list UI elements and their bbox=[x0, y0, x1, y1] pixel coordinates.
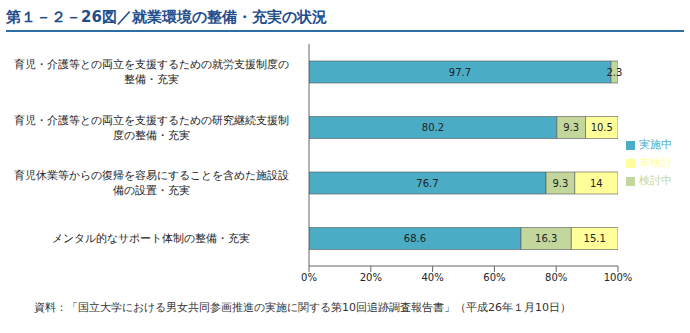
svg-text:68.6: 68.6 bbox=[404, 233, 426, 244]
svg-text:育児・介護等との両立を支援するための就労支援制度の: 育児・介護等との両立を支援するための就労支援制度の bbox=[14, 58, 289, 71]
svg-text:80%: 80% bbox=[545, 272, 567, 283]
svg-text:整備・充実: 整備・充実 bbox=[124, 73, 179, 86]
svg-text:16.3: 16.3 bbox=[535, 233, 557, 244]
html-text:第１－２－26図／就業環境の整備・充実の状況: 第１－２－26図／就業環境の整備・充実の状況 bbox=[6, 8, 327, 26]
svg-text:20%: 20% bbox=[360, 272, 382, 283]
svg-text:9.3: 9.3 bbox=[552, 178, 568, 189]
svg-text:100%: 100% bbox=[604, 272, 633, 283]
svg-text:度の整備・充実: 度の整備・充実 bbox=[113, 129, 190, 142]
html-text:資料：「国立大学における男女共同参画推進の実施に関する第10: 資料：「国立大学における男女共同参画推進の実施に関する第10回追跡調査報告書」（… bbox=[34, 301, 571, 314]
html-text:未検討: 未検討 bbox=[639, 156, 672, 169]
svg-text:40%: 40% bbox=[421, 272, 443, 283]
svg-text:育児・介護等との両立を支援するための研究継続支援制: 育児・介護等との両立を支援するための研究継続支援制 bbox=[14, 114, 289, 127]
svg-text:2.3: 2.3 bbox=[606, 67, 622, 78]
svg-text:60%: 60% bbox=[483, 272, 505, 283]
svg-text:0%: 0% bbox=[301, 272, 317, 283]
svg-text:備の設置・充実: 備の設置・充実 bbox=[113, 184, 190, 197]
svg-text:メンタル的なサポート体制の整備・充実: メンタル的なサポート体制の整備・充実 bbox=[52, 232, 250, 245]
svg-text:10.5: 10.5 bbox=[591, 122, 613, 133]
svg-text:9.3: 9.3 bbox=[563, 122, 579, 133]
html-text:実施中: 実施中 bbox=[639, 138, 672, 151]
svg-text:15.1: 15.1 bbox=[584, 233, 606, 244]
svg-text:97.7: 97.7 bbox=[449, 67, 471, 78]
svg-text:76.7: 76.7 bbox=[416, 178, 438, 189]
svg-text:14: 14 bbox=[590, 178, 603, 189]
svg-text:80.2: 80.2 bbox=[422, 122, 444, 133]
svg-text:育児休業等からの復帰を容易にすることを含めた施設設: 育児休業等からの復帰を容易にすることを含めた施設設 bbox=[14, 169, 289, 182]
html-text:検討中: 検討中 bbox=[639, 174, 672, 187]
